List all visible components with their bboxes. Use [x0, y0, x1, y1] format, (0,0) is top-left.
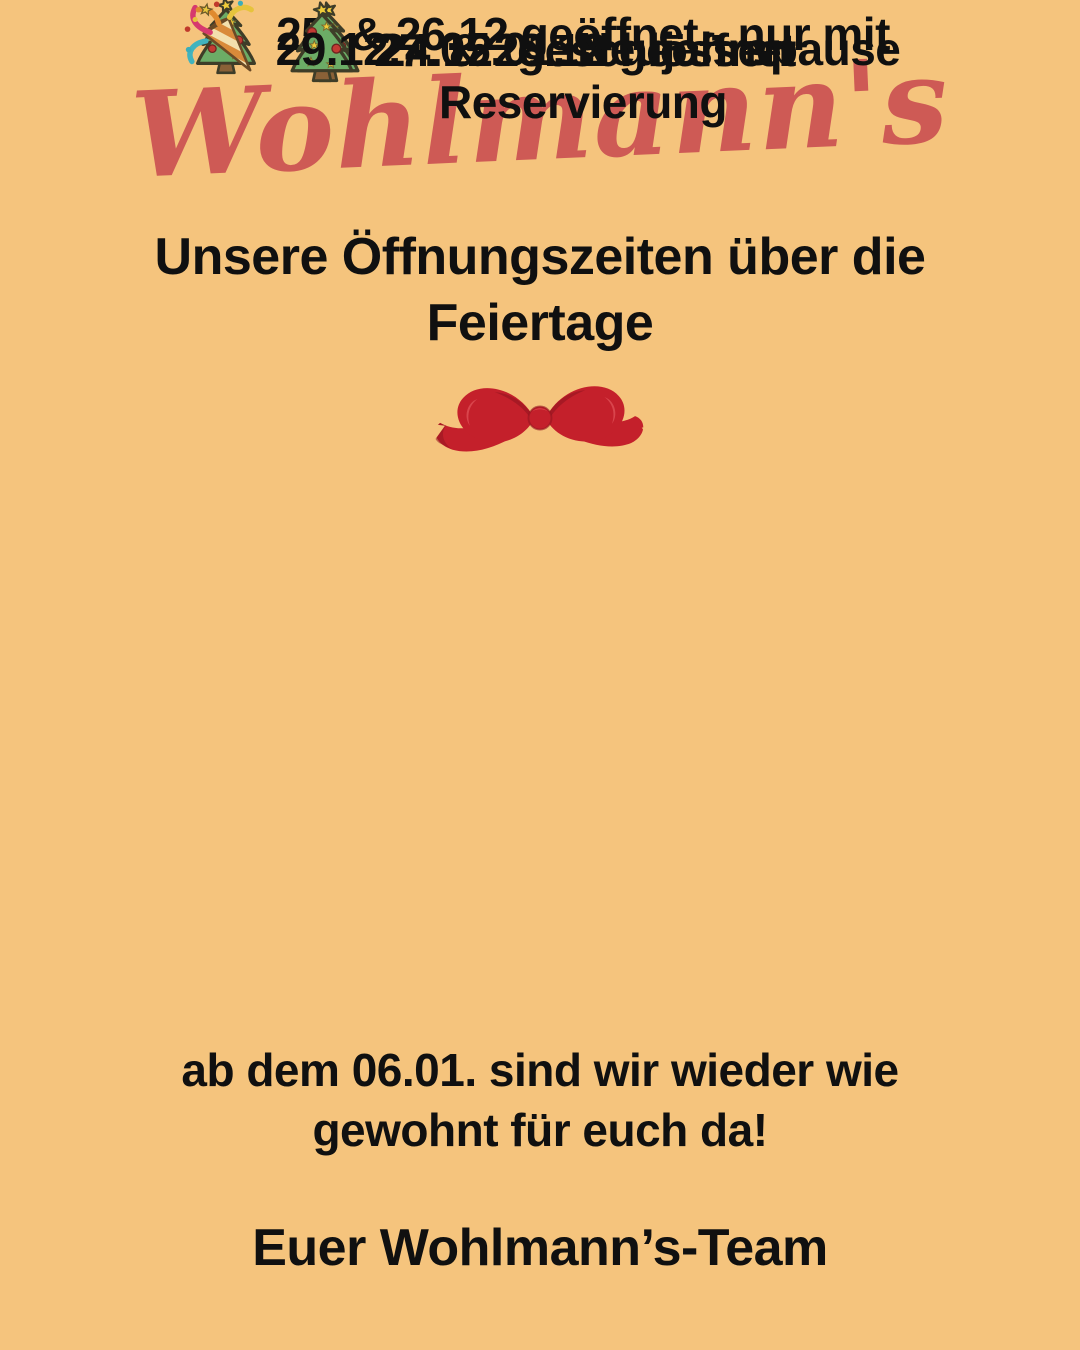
party-popper-icon	[180, 0, 262, 97]
closing-line-2: gewohnt für euch da!	[312, 1104, 768, 1156]
closing-line-1: ab dem 06.01. sind wir wieder wie	[181, 1044, 899, 1096]
schedule-text: 24.12. geschlossen	[379, 23, 791, 76]
title-line-2: Feiertage	[426, 294, 654, 352]
schedule-item: 29.12. - 05.01. Neujahrspause	[0, 0, 1080, 97]
christmas-tree-icon	[284, 0, 360, 99]
schedule-item: 25. & 26.12 geöffnet - nur mit Reservier…	[0, 0, 1080, 136]
schedule-text: 25. & 26.12 geöffnet - nur mit	[276, 8, 890, 60]
closing-note: ab dem 06.01. sind wir wieder wie gewohn…	[0, 1040, 1080, 1160]
schedule-text: Reservierung	[438, 76, 728, 128]
schedule-text: 29.12. - 05.01. Neujahrspause	[275, 22, 901, 75]
title-line-1: Unsere Öffnungszeiten über die	[154, 228, 926, 286]
red-bow-icon	[0, 368, 1080, 470]
signature: Euer Wohlmann’s-Team	[252, 1219, 828, 1277]
schedule-item: 27. & 28.12 geöffnet	[0, 0, 1080, 99]
page-title: Unsere Öffnungszeiten über die Feiertage	[0, 224, 1080, 356]
schedule-text: 27. & 28.12 geöffnet	[373, 23, 797, 76]
